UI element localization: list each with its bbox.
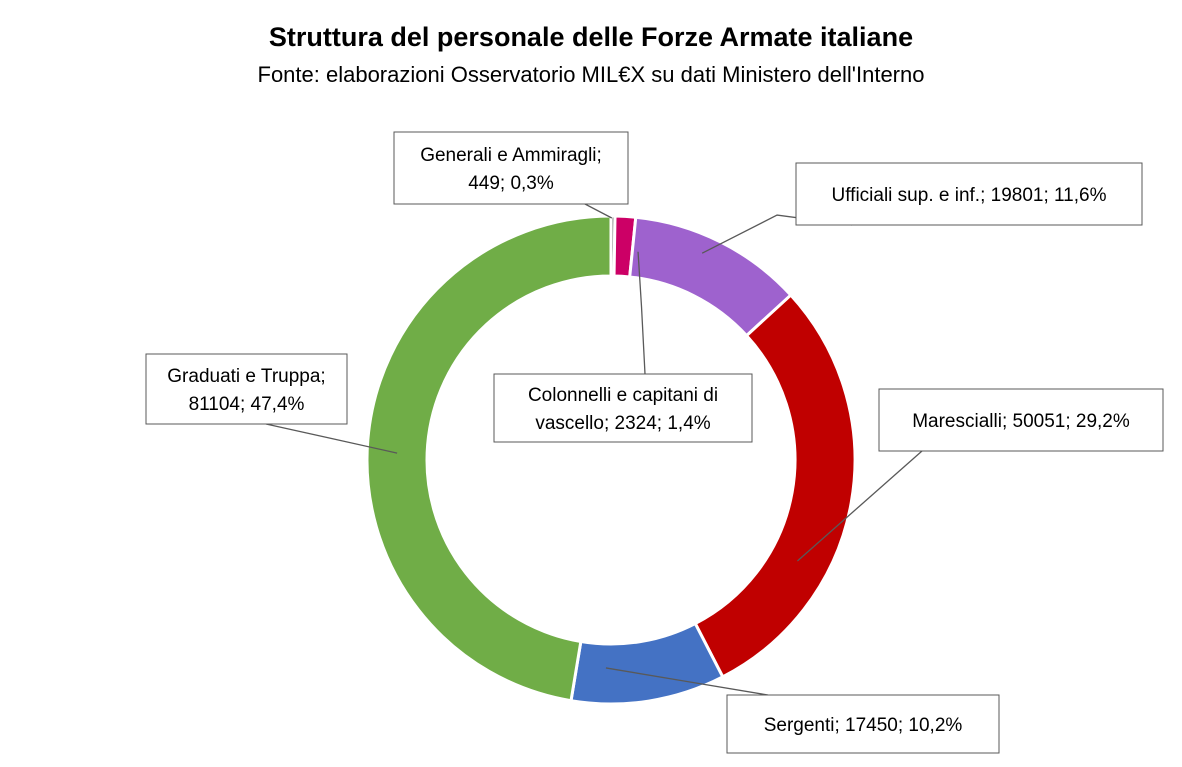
data-label-text: Graduati e Truppa;: [167, 366, 325, 387]
data-label-colonnelli-e-capitani-di-vascello: Colonnelli e capitani di vascello; 2324; …: [493, 373, 753, 443]
data-label-generali-e-ammiragli: Generali e Ammiragli; 449; 0,3%: [393, 131, 629, 205]
data-label-text: 449; 0,3%: [468, 173, 554, 194]
data-label-ufficiali-sup-e-inf: Ufficiali sup. e inf.; 19801; 11,6%: [795, 162, 1143, 226]
data-label-text: 81104; 47,4%: [189, 394, 305, 415]
data-labels: Generali e Ammiragli; 449; 0,3% Colonnelli…: [145, 131, 1164, 754]
data-label-box: [726, 694, 1000, 754]
data-label-box: [878, 388, 1164, 452]
data-label-text: Sergenti; 17450; 10,2%: [764, 715, 963, 736]
chart-title: Struttura del personale delle Forze Arma…: [269, 22, 913, 52]
slice-graduati-e-truppa: [365, 214, 613, 703]
data-label-text: Generali e Ammiragli;: [420, 145, 602, 166]
chart-subtitle: Fonte: elaborazioni Osservatorio MIL€X s…: [258, 62, 925, 87]
data-label-box: [795, 162, 1143, 226]
data-label-graduati-e-truppa: Graduati e Truppa; 81104; 47,4%: [145, 353, 348, 425]
data-label-sergenti: Sergenti; 17450; 10,2%: [726, 694, 1000, 754]
data-label-text: Colonnelli e capitani di: [528, 385, 718, 406]
leader-line-marescialli: [796, 450, 923, 562]
slice-sergenti: [569, 621, 725, 706]
slice-marescialli: [693, 292, 857, 679]
data-label-marescialli: Marescialli; 50051; 29,2%: [878, 388, 1164, 452]
data-label-text: vascello; 2324; 1,4%: [535, 413, 710, 434]
leader-line-sergenti: [605, 667, 769, 696]
data-label-text: Ufficiali sup. e inf.; 19801; 11,6%: [832, 185, 1107, 206]
leader-line-graduati-e-truppa: [265, 423, 398, 454]
leader-line-colonnelli-e-capitani-di-vascello: [637, 251, 646, 375]
data-label-box: [393, 131, 629, 205]
data-label-box: [145, 353, 348, 425]
donut-slices: [365, 214, 857, 706]
data-label-box: [493, 373, 753, 443]
data-label-text: Marescialli; 50051; 29,2%: [912, 411, 1130, 432]
